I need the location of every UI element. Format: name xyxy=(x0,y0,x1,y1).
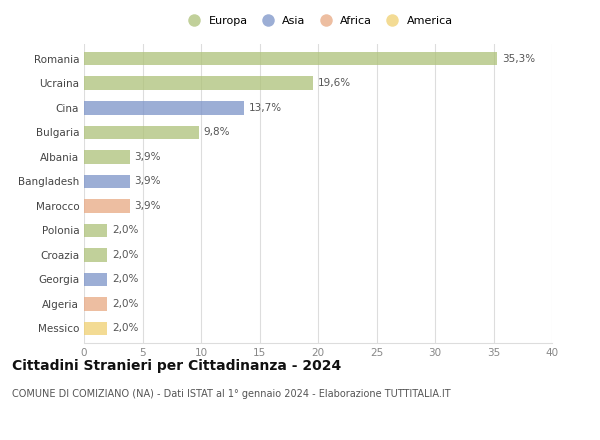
Bar xyxy=(84,150,130,164)
Text: 3,9%: 3,9% xyxy=(134,176,161,186)
Bar xyxy=(84,248,107,262)
Bar xyxy=(84,52,497,66)
Text: Cittadini Stranieri per Cittadinanza - 2024: Cittadini Stranieri per Cittadinanza - 2… xyxy=(12,359,341,373)
Bar xyxy=(84,77,313,90)
Bar xyxy=(84,199,130,213)
Text: 3,9%: 3,9% xyxy=(134,201,161,211)
Text: 2,0%: 2,0% xyxy=(112,323,139,334)
Bar xyxy=(84,322,107,335)
Text: 2,0%: 2,0% xyxy=(112,250,139,260)
Text: 13,7%: 13,7% xyxy=(249,103,282,113)
Text: COMUNE DI COMIZIANO (NA) - Dati ISTAT al 1° gennaio 2024 - Elaborazione TUTTITAL: COMUNE DI COMIZIANO (NA) - Dati ISTAT al… xyxy=(12,389,451,400)
Bar xyxy=(84,101,244,114)
Bar xyxy=(84,224,107,237)
Bar xyxy=(84,175,130,188)
Text: 2,0%: 2,0% xyxy=(112,275,139,284)
Text: 19,6%: 19,6% xyxy=(318,78,351,88)
Text: 3,9%: 3,9% xyxy=(134,152,161,162)
Bar xyxy=(84,273,107,286)
Legend: Europa, Asia, Africa, America: Europa, Asia, Africa, America xyxy=(181,14,455,28)
Text: 2,0%: 2,0% xyxy=(112,225,139,235)
Text: 2,0%: 2,0% xyxy=(112,299,139,309)
Bar xyxy=(84,297,107,311)
Text: 9,8%: 9,8% xyxy=(203,127,230,137)
Text: 35,3%: 35,3% xyxy=(502,54,535,64)
Bar xyxy=(84,125,199,139)
